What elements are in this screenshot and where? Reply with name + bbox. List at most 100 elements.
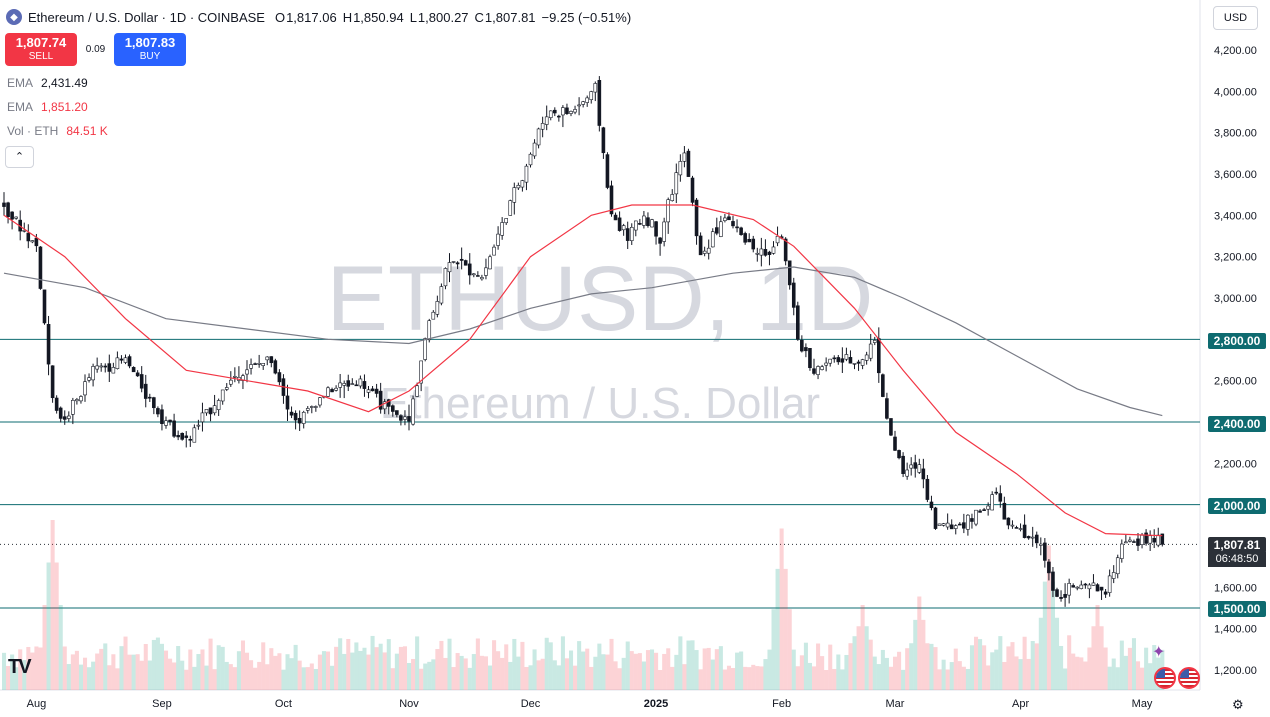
candle xyxy=(471,273,476,278)
ethereum-icon[interactable]: ◆ xyxy=(6,9,22,25)
volume-bar xyxy=(147,660,152,690)
volume-bar xyxy=(560,636,565,690)
buy-button[interactable]: 1,807.83 BUY xyxy=(114,33,186,66)
candle xyxy=(415,382,419,398)
volume-bar xyxy=(346,638,351,690)
volume-bar xyxy=(326,651,331,690)
y-tick-label: 1,400.00 xyxy=(1214,624,1257,636)
y-tick-label: 3,200.00 xyxy=(1214,252,1257,264)
volume-bar xyxy=(990,652,995,690)
sparkle-icon[interactable]: ✦ xyxy=(1152,644,1166,661)
candle xyxy=(200,402,205,432)
us-flag-icon-2[interactable] xyxy=(1178,667,1200,689)
volume-bar xyxy=(581,651,586,690)
volume-bar xyxy=(257,661,262,690)
volume-bar xyxy=(321,651,326,690)
volume-bar xyxy=(427,661,432,690)
volume-bar xyxy=(941,659,946,690)
volume-bar xyxy=(528,665,533,690)
candle xyxy=(168,419,172,426)
candle xyxy=(261,363,266,370)
level-label-2000: 2,000.00 xyxy=(1208,498,1266,514)
volume-bar xyxy=(224,661,229,690)
tradingview-logo-icon[interactable]: TV xyxy=(8,656,32,678)
sell-button[interactable]: 1,807.74 SELL xyxy=(5,33,77,66)
volume-bar xyxy=(1144,647,1149,690)
candle xyxy=(820,364,824,371)
symbol-title[interactable]: Ethereum / U.S. Dollar · 1D · COINBASE xyxy=(28,9,265,25)
candle xyxy=(832,355,837,363)
candle xyxy=(79,395,83,404)
volume-legend[interactable]: Vol · ETH 84.51 K xyxy=(7,124,108,138)
volume-bar xyxy=(710,659,715,690)
us-flag-icon[interactable] xyxy=(1154,667,1176,689)
volume-bar xyxy=(435,649,440,690)
current-price-label: 1,807.81 xyxy=(1208,537,1266,553)
volume-bar xyxy=(443,657,448,690)
volume-bar xyxy=(974,636,979,690)
volume-bar xyxy=(957,661,962,690)
volume-bar xyxy=(735,652,740,690)
volume-bar xyxy=(1103,647,1108,690)
candle xyxy=(739,226,743,236)
candle xyxy=(828,358,833,367)
spread-value: 0.09 xyxy=(85,44,106,55)
ema-slow-legend[interactable]: EMA 2,431.49 xyxy=(7,76,88,90)
volume-bar xyxy=(714,649,719,690)
gear-icon[interactable]: ⚙ xyxy=(1232,697,1244,712)
candle xyxy=(309,405,314,414)
volume-bar xyxy=(139,660,144,690)
volume-bar xyxy=(888,666,893,690)
candle xyxy=(548,110,553,121)
candle xyxy=(690,175,695,207)
candle xyxy=(289,406,294,419)
volume-bar xyxy=(277,653,282,690)
volume-bar xyxy=(216,645,221,690)
candle xyxy=(83,374,87,402)
volume-bar xyxy=(135,654,140,690)
volume-bar xyxy=(439,640,444,690)
trade-panel: 1,807.74 SELL 0.09 1,807.83 BUY xyxy=(5,33,186,66)
candle xyxy=(723,214,727,223)
candle xyxy=(577,97,581,116)
volume-bar xyxy=(151,639,156,690)
candle xyxy=(666,197,671,234)
candle xyxy=(334,385,338,392)
volume-bar xyxy=(293,644,298,690)
candle xyxy=(1075,586,1080,591)
volume-bar xyxy=(820,656,825,690)
candle xyxy=(1022,514,1027,539)
y-tick-label: 2,200.00 xyxy=(1214,458,1257,470)
volume-bar xyxy=(38,647,43,690)
volume-bar xyxy=(722,669,727,690)
currency-selector[interactable]: USD xyxy=(1213,6,1258,30)
volume-bar xyxy=(74,650,79,690)
ema-fast-legend[interactable]: EMA 1,851.20 xyxy=(7,100,88,114)
volume-bar xyxy=(986,665,991,690)
volume-bar xyxy=(605,654,610,690)
volume-bar xyxy=(180,660,185,690)
candle xyxy=(1103,589,1108,598)
candle xyxy=(1120,539,1124,563)
x-tick-label: Sep xyxy=(152,698,172,710)
volume-bar xyxy=(743,666,748,690)
volume-bar xyxy=(852,636,857,690)
candle xyxy=(245,360,249,383)
candle xyxy=(111,362,116,374)
volume-bar xyxy=(1152,645,1157,690)
chevron-up-icon[interactable]: ⌃ xyxy=(5,146,34,168)
volume-bar xyxy=(832,668,837,690)
volume-bar xyxy=(483,656,488,690)
volume-bar xyxy=(131,654,136,690)
candle xyxy=(1087,583,1092,599)
candle xyxy=(1144,529,1148,546)
volume-bar xyxy=(945,669,950,690)
candle xyxy=(176,430,180,441)
volume-bar xyxy=(864,626,869,690)
volume-bar xyxy=(459,655,464,690)
candle xyxy=(613,212,618,221)
candle xyxy=(674,163,679,204)
candle xyxy=(889,418,893,437)
volume-bar xyxy=(828,644,833,690)
